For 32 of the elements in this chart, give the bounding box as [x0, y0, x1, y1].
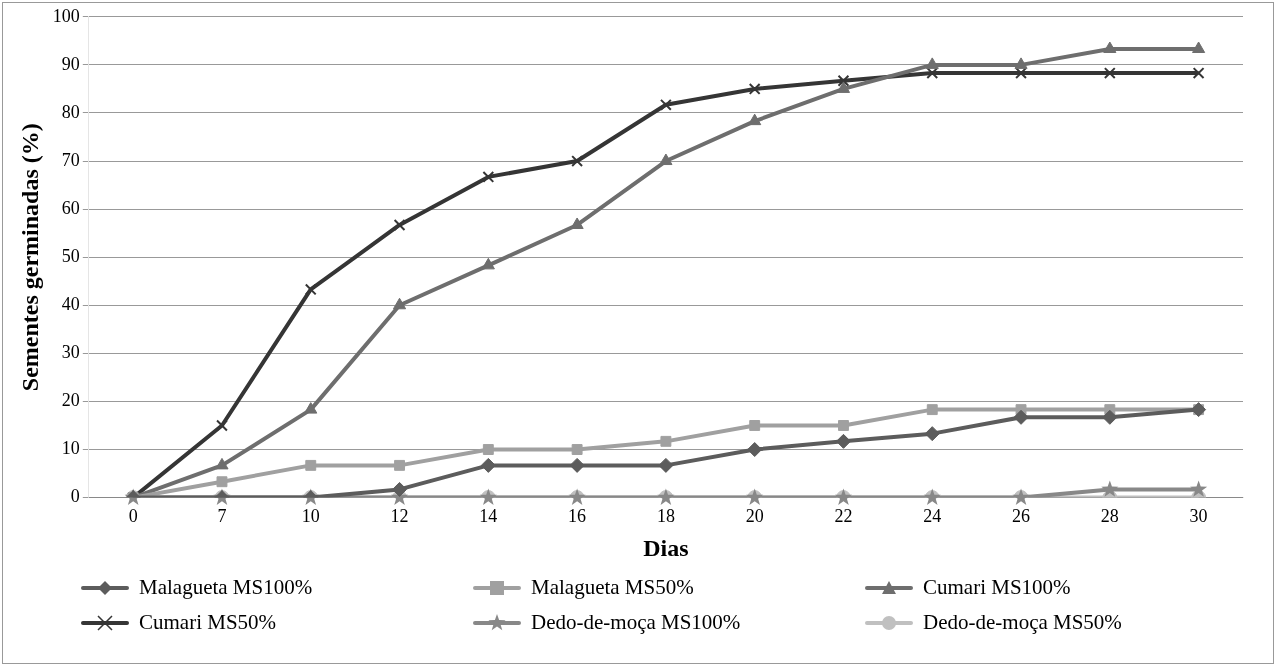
y-tick-label: 40 [61, 294, 80, 315]
y-tick-label: 80 [61, 101, 80, 122]
legend-label: Cumari MS50% [139, 610, 277, 635]
x-tick-label: 10 [301, 506, 320, 527]
legend-label: Malagueta MS50% [531, 575, 694, 600]
legend-label: Dedo-de-moça MS100% [531, 610, 741, 635]
y-tick-label: 0 [70, 486, 80, 507]
y-tick-label: 90 [61, 53, 80, 74]
x-tick-label: 14 [479, 506, 498, 527]
legend-label: Dedo-de-moça MS50% [923, 610, 1122, 635]
y-tick-label: 50 [61, 245, 80, 266]
x-tick-label: 12 [390, 506, 409, 527]
x-tick-label: 18 [656, 506, 675, 527]
x-axis-title: Dias [643, 534, 689, 561]
x-tick-label: 7 [217, 506, 227, 527]
x-tick-label: 24 [923, 506, 942, 527]
y-tick-label: 100 [52, 5, 80, 26]
legend-label: Malagueta MS100% [139, 575, 313, 600]
y-tick-label: 70 [61, 149, 80, 170]
y-tick-label: 30 [61, 342, 80, 363]
x-tick-label: 0 [128, 506, 138, 527]
x-tick-label: 16 [568, 506, 587, 527]
y-tick-label: 20 [61, 390, 80, 411]
x-tick-label: 20 [745, 506, 764, 527]
x-tick-label: 22 [834, 506, 853, 527]
y-tick-label: 60 [61, 197, 80, 218]
x-tick-label: 30 [1189, 506, 1208, 527]
legend-label: Cumari MS100% [923, 575, 1071, 600]
y-axis-title: Sementes germinadas (%) [16, 123, 43, 392]
x-tick-label: 26 [1012, 506, 1031, 527]
y-tick-label: 10 [61, 438, 80, 459]
x-tick-label: 28 [1100, 506, 1119, 527]
